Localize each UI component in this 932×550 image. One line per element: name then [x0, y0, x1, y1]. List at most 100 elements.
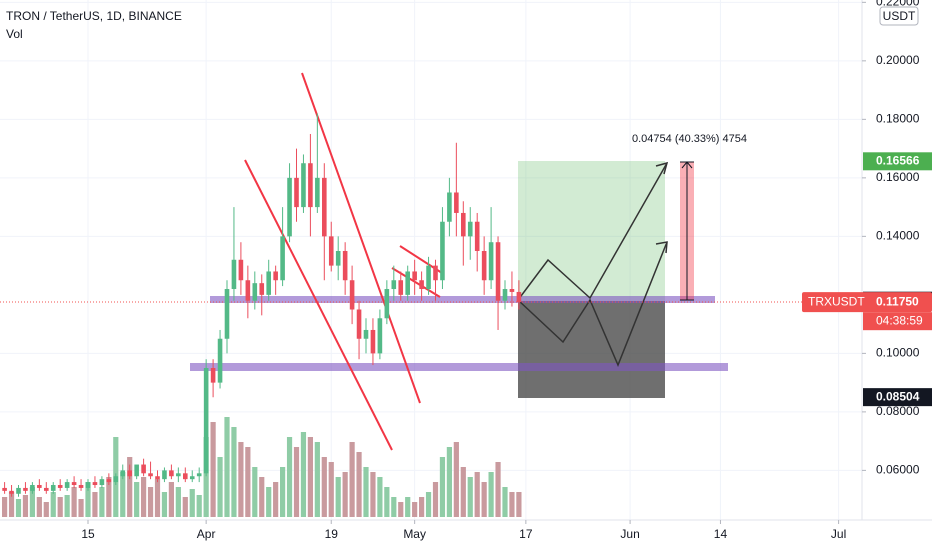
- volume-bar: [398, 502, 404, 517]
- volume-bar: [509, 492, 515, 517]
- volume-bar: [314, 442, 320, 517]
- candle-body: [502, 289, 508, 301]
- candle-body: [176, 473, 181, 477]
- volume-bar: [321, 457, 327, 517]
- candle-body: [391, 280, 397, 290]
- volume-bar: [196, 495, 202, 517]
- volume-bar: [335, 477, 341, 517]
- volume-bar: [182, 497, 188, 517]
- candle-body: [266, 271, 271, 295]
- volume-bar: [64, 495, 70, 517]
- last-price-label: 0.11750: [876, 294, 919, 308]
- grid: [0, 0, 862, 520]
- target-zone: [518, 161, 665, 301]
- candle-body: [322, 177, 327, 237]
- candle-body: [447, 192, 452, 222]
- volume-bar: [217, 457, 223, 517]
- volume-bar: [370, 472, 376, 517]
- x-tick-label: 14: [714, 527, 728, 541]
- volume-bar: [405, 497, 411, 517]
- candle-body: [280, 236, 285, 281]
- arrow-head: [655, 241, 668, 254]
- currency[interactable]: USDT: [883, 9, 916, 23]
- volume-bar: [412, 502, 418, 517]
- path-arrow: [517, 162, 668, 301]
- candle-body: [454, 192, 459, 213]
- y-tick-label: 0.08000: [876, 404, 920, 418]
- volume-bar: [495, 462, 501, 517]
- volume-bar: [391, 497, 397, 517]
- candle-body: [50, 485, 56, 491]
- chart-title: TRON / TetherUS, 1D, BINANCE: [6, 9, 182, 23]
- volume-bar: [502, 487, 508, 517]
- candle-body: [294, 177, 299, 208]
- candle-body: [377, 318, 383, 354]
- candle-body: [495, 242, 501, 301]
- volume-bar: [342, 472, 348, 517]
- volume-bar: [286, 437, 293, 517]
- volume-bar: [50, 492, 56, 517]
- candle-body: [231, 259, 237, 290]
- volume-bar: [127, 457, 133, 517]
- volume-bar: [245, 447, 251, 517]
- arrow-head: [655, 161, 669, 175]
- candle-body: [120, 470, 126, 477]
- y-tick-label: 0.10000: [876, 346, 920, 360]
- volume-bar: [474, 472, 480, 517]
- volume-bar: [516, 492, 522, 517]
- candle-body: [141, 464, 146, 474]
- stop-zone: [518, 301, 665, 398]
- candle-body: [419, 280, 424, 290]
- candle-body: [301, 163, 306, 208]
- volume-bar: [467, 477, 473, 517]
- candle-body: [384, 289, 390, 319]
- trend-line: [244, 159, 393, 451]
- candle-body: [23, 487, 28, 491]
- x-tick-label: 15: [81, 527, 95, 541]
- candle-body: [516, 291, 522, 303]
- y-tick-label: 0.20000: [876, 53, 920, 67]
- volume-bar: [15, 499, 22, 517]
- volume-bar: [8, 492, 15, 517]
- price-badge-label: 0.08504: [876, 389, 920, 403]
- candle-body: [363, 329, 369, 339]
- candle-body: [183, 473, 188, 480]
- volume-bar: [22, 495, 29, 517]
- volume-bar: [231, 427, 237, 517]
- volume-bar: [481, 482, 487, 517]
- candle-body: [155, 476, 160, 480]
- candle-body: [162, 470, 167, 480]
- candle-body: [245, 280, 251, 301]
- candle-body: [64, 482, 70, 488]
- volume-bar: [71, 487, 77, 517]
- volume-bar: [120, 472, 126, 517]
- candle-body: [134, 464, 139, 477]
- y-tick-label: 0.18000: [876, 112, 920, 126]
- volume-bar: [252, 467, 258, 517]
- candle-body: [308, 163, 313, 208]
- volume-bar: [1, 497, 8, 517]
- volume-bar: [224, 417, 230, 517]
- volume-bar: [154, 479, 161, 517]
- candle-body: [398, 280, 404, 295]
- volume-bar: [349, 442, 355, 517]
- x-tick-label: Apr: [197, 527, 216, 541]
- volume-bar: [99, 487, 105, 517]
- candle-body: [78, 485, 84, 488]
- candle-body: [127, 470, 132, 477]
- support-band: [210, 296, 715, 303]
- volume-bar: [453, 442, 459, 517]
- price-badge: [863, 152, 932, 171]
- measure-arrow: [681, 161, 693, 169]
- volume-bar: [280, 467, 286, 517]
- currency-box[interactable]: [879, 6, 919, 26]
- drawings: [0, 72, 862, 451]
- volume-bar: [36, 497, 42, 517]
- candle-body: [71, 482, 77, 486]
- candle-body: [433, 265, 438, 281]
- volume-bar: [419, 497, 425, 517]
- candle-body: [349, 280, 355, 310]
- candle-body: [217, 338, 223, 383]
- candle-body: [342, 250, 348, 281]
